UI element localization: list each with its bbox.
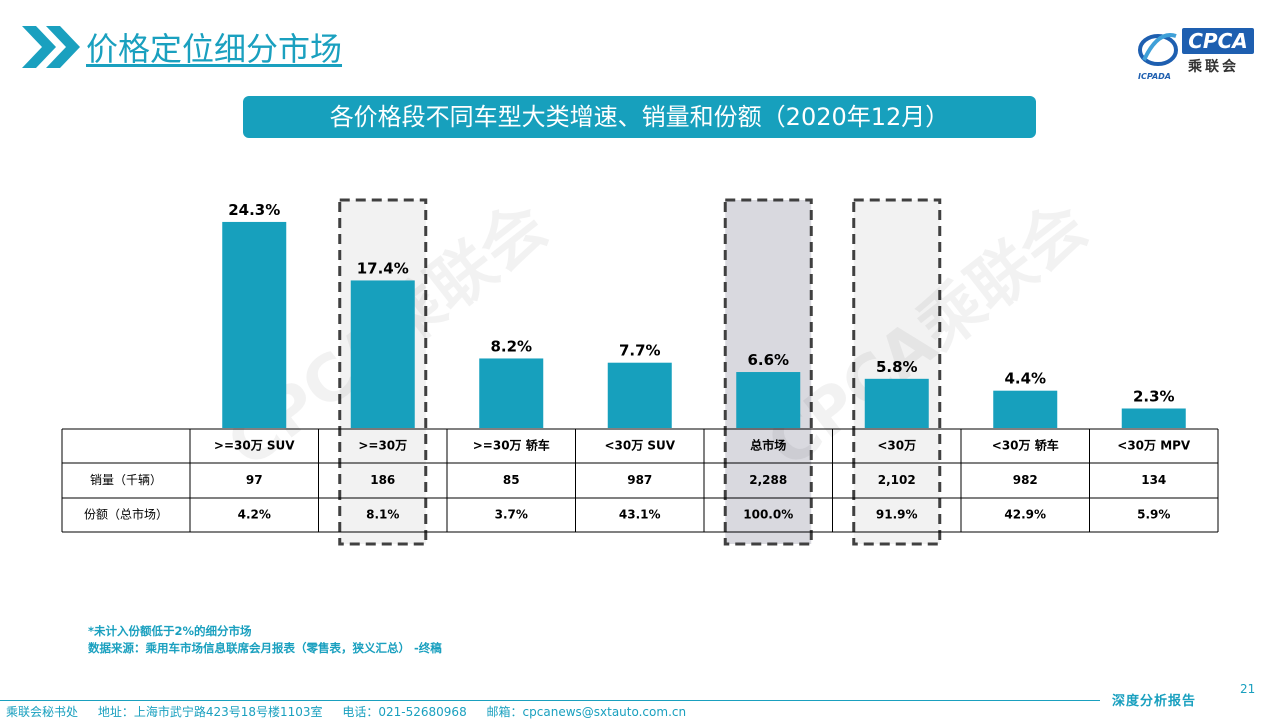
bar [222,221,287,428]
footer-address: 地址：上海市武宁路423号18号楼1103室 [97,705,323,719]
data-label: 7.7% [619,342,661,360]
table-cell: 97 [246,473,263,487]
tick-label: 总市场 [750,438,786,453]
footnotes: *未计入份额低于2%的细分市场 数据来源：乘用车市场信息联席会月报表（零售表，狭… [88,623,442,657]
data-label: 5.8% [876,358,918,376]
data-label: 17.4% [357,259,409,277]
footer-divider [0,700,1100,701]
table-cell: 42.9% [1004,508,1046,522]
table-cell: 100.0% [743,508,793,522]
footer-org: 乘联会秘书处 [6,705,79,719]
cpca-logo: ICPADA CPCA 乘联会 [1136,22,1256,81]
table-row-label: 销量（千辆） [90,473,162,487]
table-cell: 987 [627,473,652,487]
footer-report-label: 深度分析报告 [1112,694,1197,709]
footnote-threshold: *未计入份额低于2%的细分市场 [88,624,252,638]
highlight-box [723,198,813,546]
table-cell: 134 [1141,473,1166,487]
data-label: 24.3% [228,201,280,219]
table-cell: 982 [1013,473,1038,487]
table-cell: 5.9% [1137,508,1170,522]
tick-label: <30万 轿车 [992,438,1059,453]
table-cell: 4.2% [238,508,271,522]
footer-contact: 乘联会秘书处 地址：上海市武宁路423号18号楼1103室 电话：021-526… [6,703,702,720]
footer-phone: 电话：021-52680968 [342,705,467,719]
cpca-emblem-icon [1138,33,1178,66]
tick-label: <30万 [877,439,916,453]
tick-label: >=30万 轿车 [473,438,550,453]
bar [479,358,544,428]
highlight-box [852,198,942,546]
tick-label: >=30万 SUV [214,439,295,453]
bar [350,280,415,428]
logo-emblem-text: ICPADA [1138,72,1171,81]
data-label: 6.6% [747,351,789,369]
tick-label: <30万 SUV [604,439,675,453]
page-number: 21 [1240,682,1256,696]
footnote-source: 数据来源：乘用车市场信息联席会月报表（零售表，狭义汇总） -终稿 [88,641,442,655]
table-cell: 91.9% [876,508,918,522]
tick-label: >=30万 [358,439,407,453]
table-cell: 2,288 [749,473,787,487]
table-cell: 2,102 [878,473,916,487]
table-cell: 85 [503,473,520,487]
page-title: 价格定位细分市场 [86,30,343,68]
table-cell: 186 [370,473,395,487]
logo-brand: CPCA [1182,28,1254,54]
footer-email: 邮箱：cpcanews@sxtauto.com.cn [486,705,687,719]
bar [864,378,929,428]
table-row-label: 份额（总市场） [84,507,168,522]
table-cell: 43.1% [619,508,661,522]
tick-label: <30万 MPV [1117,439,1191,453]
chart-banner-title: 各价格段不同车型大类增速、销量和份额（2020年12月） [243,96,1036,138]
bar [607,362,672,428]
chevron-right-icon [22,26,80,68]
bar [1121,408,1186,428]
bar [736,372,801,428]
table-cell: 3.7% [495,508,528,522]
data-label: 4.4% [1004,370,1046,388]
bar [993,390,1058,428]
data-label: 8.2% [490,337,532,355]
table-cell: 8.1% [366,508,399,522]
data-label: 2.3% [1133,387,1175,405]
logo-cn: 乘联会 [1188,59,1239,75]
